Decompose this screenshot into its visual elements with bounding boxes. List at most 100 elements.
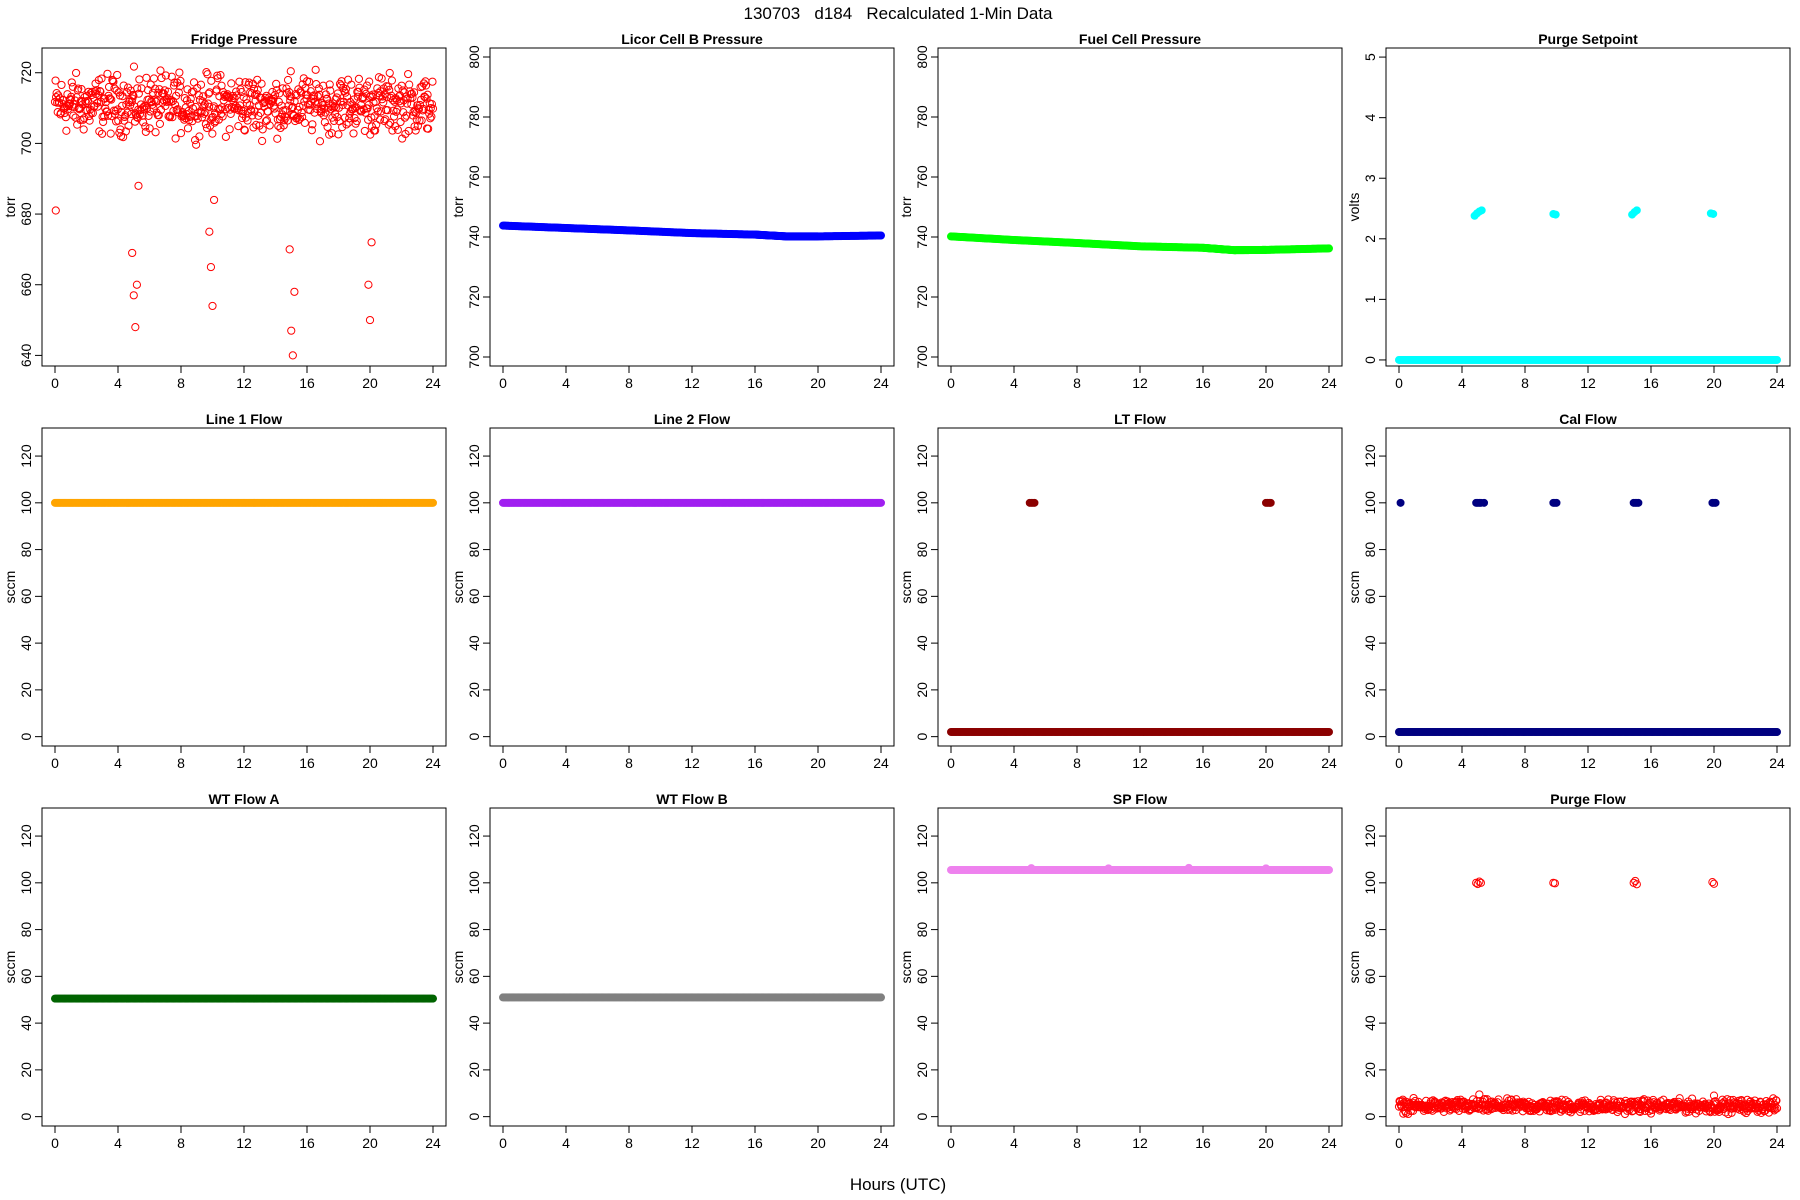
data-point [133,281,140,288]
data-point [877,499,884,506]
x-tick-label: 12 [1580,375,1596,391]
x-tick-label: 8 [625,375,633,391]
data-point [1325,245,1332,252]
y-tick-label: 2 [1362,235,1378,243]
data-point [1325,866,1332,873]
data-point [1773,728,1780,735]
x-tick-label: 24 [1321,1135,1337,1151]
y-tick-label: 60 [466,968,482,984]
x-tick-label: 12 [684,755,700,771]
data-point [136,76,143,83]
x-tick-label: 12 [684,375,700,391]
plot-frame [1386,808,1790,1126]
panel-sp-flow: SP Flowsccm0 4 8 12 16 20 24020406080100120 [898,791,1342,1151]
y-tick-label: 40 [914,635,930,651]
y-tick-label: 700 [914,345,930,369]
x-tick-label: 4 [1010,755,1018,771]
x-tick-label: 16 [1195,755,1211,771]
x-tick-label: 24 [873,755,889,771]
y-tick-label: 700 [466,345,482,369]
x-tick-label: 24 [425,1135,441,1151]
data-point [114,71,121,78]
y-tick-label: 760 [466,165,482,189]
panel-grid: Fridge Pressuretorr0 4 8 12 16 20 246406606807… [2,31,1790,1151]
x-tick-label: 16 [299,1135,315,1151]
data-point [1712,499,1719,506]
x-tick-label: 12 [1132,755,1148,771]
y-tick-label: 100 [914,491,930,515]
x-tick-label: 0 [51,1135,59,1151]
y-axis-label: sccm [450,951,466,984]
y-tick-label: 100 [18,491,34,515]
data-point [1267,499,1274,506]
y-tick-label: 780 [466,105,482,129]
x-tick-label: 4 [562,755,570,771]
y-tick-label: 20 [18,682,34,698]
series-group [1395,499,1780,735]
data-point [184,125,191,132]
y-tick-label: 120 [18,444,34,468]
y-tick-label: 20 [914,682,930,698]
data-point [150,75,157,82]
panel-lt-flow: LT Flowsccm0 4 8 12 16 20 24020406080100120 [898,411,1342,771]
y-tick-label: 120 [18,824,34,848]
data-point [368,239,375,246]
plot-frame [938,48,1342,366]
x-tick-label: 16 [1195,375,1211,391]
data-point [1105,865,1112,872]
data-point [335,131,342,138]
data-point [206,228,213,235]
x-tick-label: 0 [51,375,59,391]
data-point [1185,864,1192,871]
y-tick-label: 20 [466,1062,482,1078]
panel-title: WT Flow B [656,791,728,807]
data-point [388,77,395,84]
series-group [51,995,436,1002]
x-tick-label: 4 [114,1135,122,1151]
data-point [355,75,362,82]
x-tick-label: 16 [1643,375,1659,391]
data-point [1710,210,1717,217]
data-point [1478,207,1485,214]
y-tick-label: 100 [914,871,930,895]
x-tick-label: 12 [236,375,252,391]
y-tick-label: 100 [1362,871,1378,895]
x-tick-label: 0 [51,755,59,771]
y-tick-label: 120 [1362,824,1378,848]
data-point [125,122,132,129]
x-tick-label: 20 [1706,755,1722,771]
x-tick-label: 4 [1458,375,1466,391]
y-tick-label: 120 [466,444,482,468]
y-tick-label: 20 [1362,682,1378,698]
data-point [386,69,393,76]
panel-title: SP Flow [1113,791,1167,807]
x-tick-label: 20 [1258,375,1274,391]
y-tick-label: 60 [1362,588,1378,604]
y-axis-label: torr [898,196,914,217]
series-group [947,499,1332,735]
x-tick-label: 20 [810,375,826,391]
data-point [176,69,183,76]
y-tick-label: 700 [18,132,34,156]
data-point [72,69,79,76]
x-tick-label: 16 [299,375,315,391]
y-tick-label: 20 [914,1062,930,1078]
x-tick-label: 20 [1258,755,1274,771]
data-point [429,499,436,506]
series-group [1395,877,1780,1117]
x-tick-label: 4 [114,755,122,771]
series-group [947,864,1332,873]
x-tick-label: 4 [1010,1135,1018,1151]
x-tick-label: 8 [1073,755,1081,771]
data-point [1262,865,1269,872]
plot-frame [42,428,446,746]
y-tick-label: 0 [914,1113,930,1121]
panel-purge-flow: Purge Flowsccm0 4 8 12 16 20 24020406080100120 [1346,791,1790,1151]
y-tick-label: 740 [466,225,482,249]
data-point [210,196,217,203]
data-point [350,130,357,137]
y-tick-label: 40 [18,1015,34,1031]
x-tick-label: 12 [1580,755,1596,771]
x-tick-label: 8 [1073,1135,1081,1151]
data-point [1635,499,1642,506]
